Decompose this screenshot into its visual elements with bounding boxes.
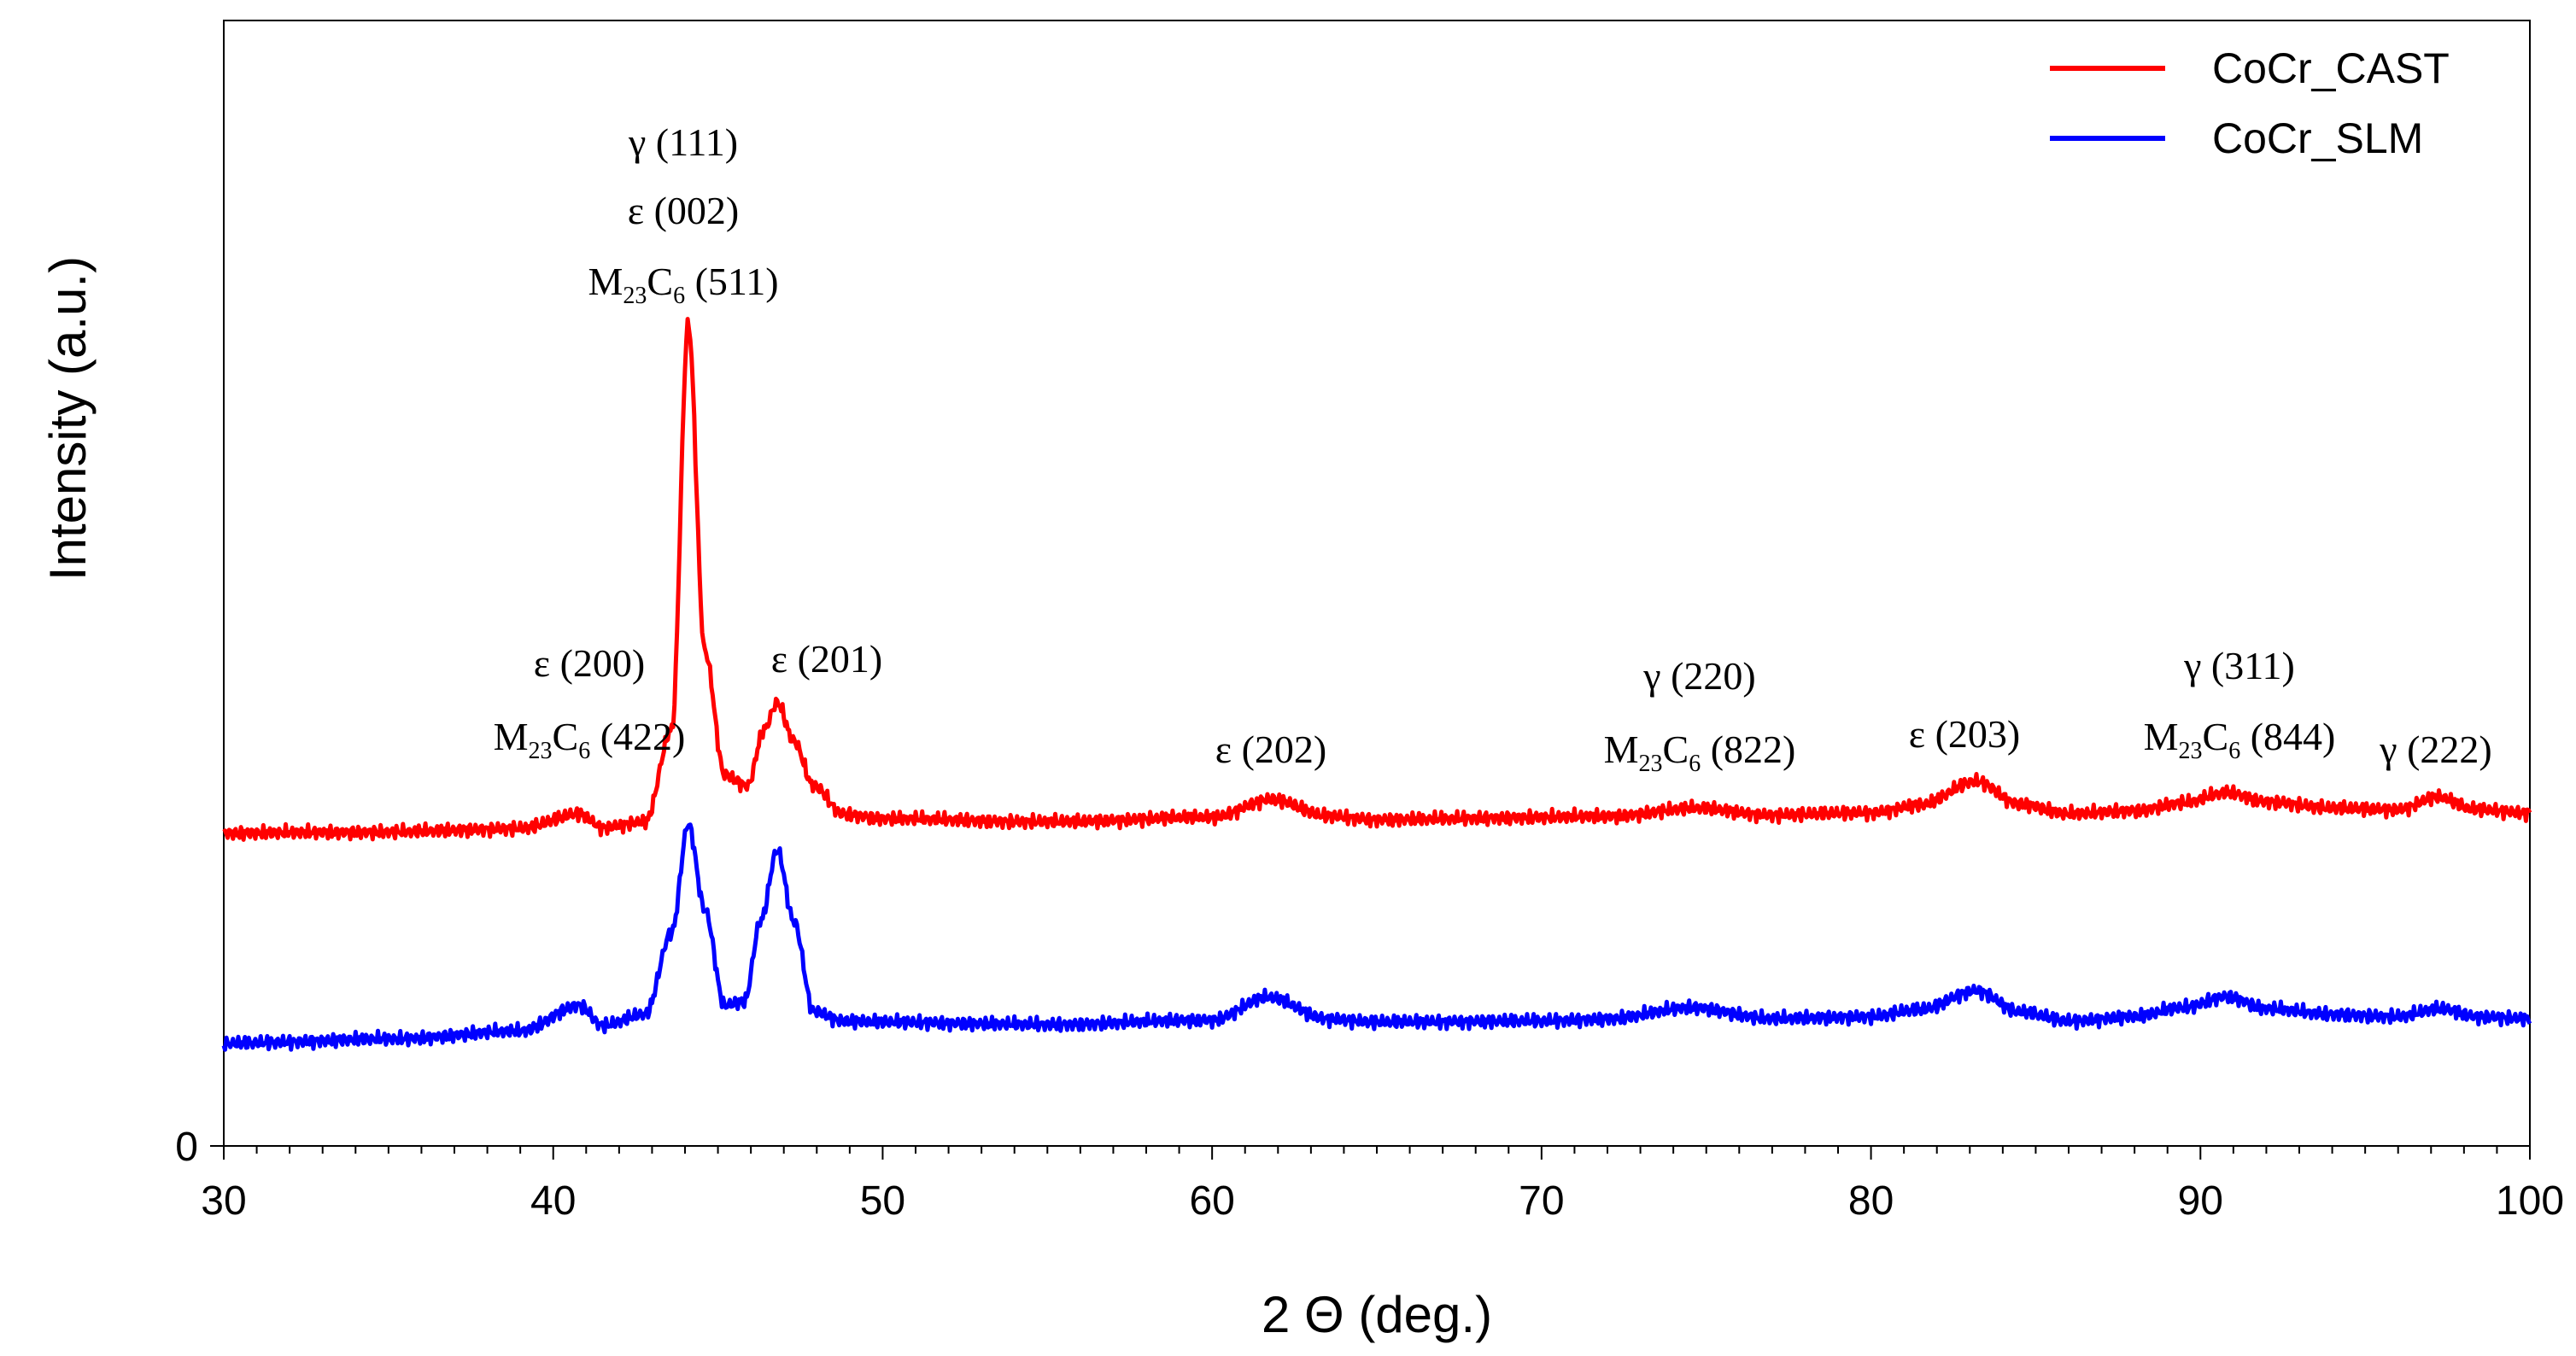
series-line-cocr-cast [222,317,2532,842]
peak-label: ε (201) [771,637,882,681]
label-text: γ (222) [2379,728,2491,771]
subscript: 6 [673,283,685,309]
series-line-cocr-slm [221,822,2532,1052]
plot-border [223,20,2531,1147]
label-text: ε (002) [628,189,739,232]
peak-annotations: γ (111)ε (002)M23C6 (511)ε (200)M23C6 (4… [494,120,2492,777]
peak-label: γ (222) [2379,728,2491,771]
label-text: M [494,715,529,758]
label-text: M [2144,715,2179,758]
peak-label: M23C6 (422) [494,715,686,764]
subscript: 23 [623,283,647,309]
label-text: γ (220) [1642,654,1755,698]
peak-label: ε (200) [534,641,645,685]
x-tick-label: 80 [1848,1178,1894,1224]
x-tick-label: 70 [1519,1178,1564,1224]
label-text: C [647,260,673,303]
peak-label: γ (220) [1642,654,1755,698]
subscript: 23 [529,738,553,764]
label-text: ε (203) [1909,712,2020,756]
subscript: 23 [2179,738,2203,764]
label-text: M [1604,728,1639,771]
peak-label: ε (002) [628,189,739,232]
label-text: ε (201) [771,637,882,681]
peak-label: ε (203) [1909,712,2020,756]
label-text: (511) [685,260,778,303]
subscript: 6 [1689,751,1701,777]
series-layer [221,317,2532,1052]
label-text: ε (200) [534,641,645,685]
x-tick-label: 30 [201,1178,246,1224]
label-text: C [2203,715,2229,758]
subscript: 23 [1639,751,1663,777]
subscript: 6 [2228,738,2240,764]
label-text: γ (311) [2183,644,2295,687]
legend: CoCr_CAST CoCr_SLM [2050,44,2450,162]
x-axis-label: 2 Θ (deg.) [1262,1286,1492,1343]
x-tick-label: 60 [1189,1178,1234,1224]
label-text: C [1663,728,1689,771]
x-tick-label: 50 [860,1178,905,1224]
subscript: 6 [578,738,590,764]
x-tick-label: 40 [530,1178,576,1224]
peak-label: γ (311) [2183,644,2295,687]
label-text: (422) [590,715,685,758]
x-tick-label: 90 [2178,1178,2223,1224]
legend-label: CoCr_SLM [2212,114,2423,162]
y-axis-label: Intensity (a.u.) [39,256,97,581]
peak-label: M23C6 (844) [2144,715,2336,764]
peak-label: ε (202) [1215,728,1326,771]
peak-label: M23C6 (511) [588,260,778,309]
label-text: γ (111) [628,120,738,164]
label-text: C [553,715,579,758]
x-tick-label: 100 [2496,1178,2564,1224]
label-text: (822) [1701,728,1795,771]
label-text: (844) [2240,715,2335,758]
label-text: M [588,260,623,303]
y-tick-label: 0 [175,1125,198,1170]
peak-label: M23C6 (822) [1604,728,1796,777]
peak-label: γ (111) [628,120,738,164]
axes-layer: 30 40 50 60 70 80 90 100 0 2 Θ (deg.) Intensity (a… [39,256,2564,1343]
plot-frame [223,20,2531,1147]
legend-label: CoCr_CAST [2212,44,2450,92]
label-text: ε (202) [1215,728,1326,771]
